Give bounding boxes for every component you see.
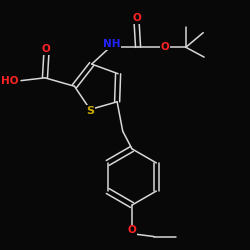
Text: S: S xyxy=(86,106,94,116)
Text: O: O xyxy=(42,44,51,54)
Text: NH: NH xyxy=(103,40,120,50)
Text: HO: HO xyxy=(1,76,18,86)
Text: O: O xyxy=(128,225,136,235)
Text: O: O xyxy=(160,42,169,52)
Text: O: O xyxy=(132,13,141,23)
